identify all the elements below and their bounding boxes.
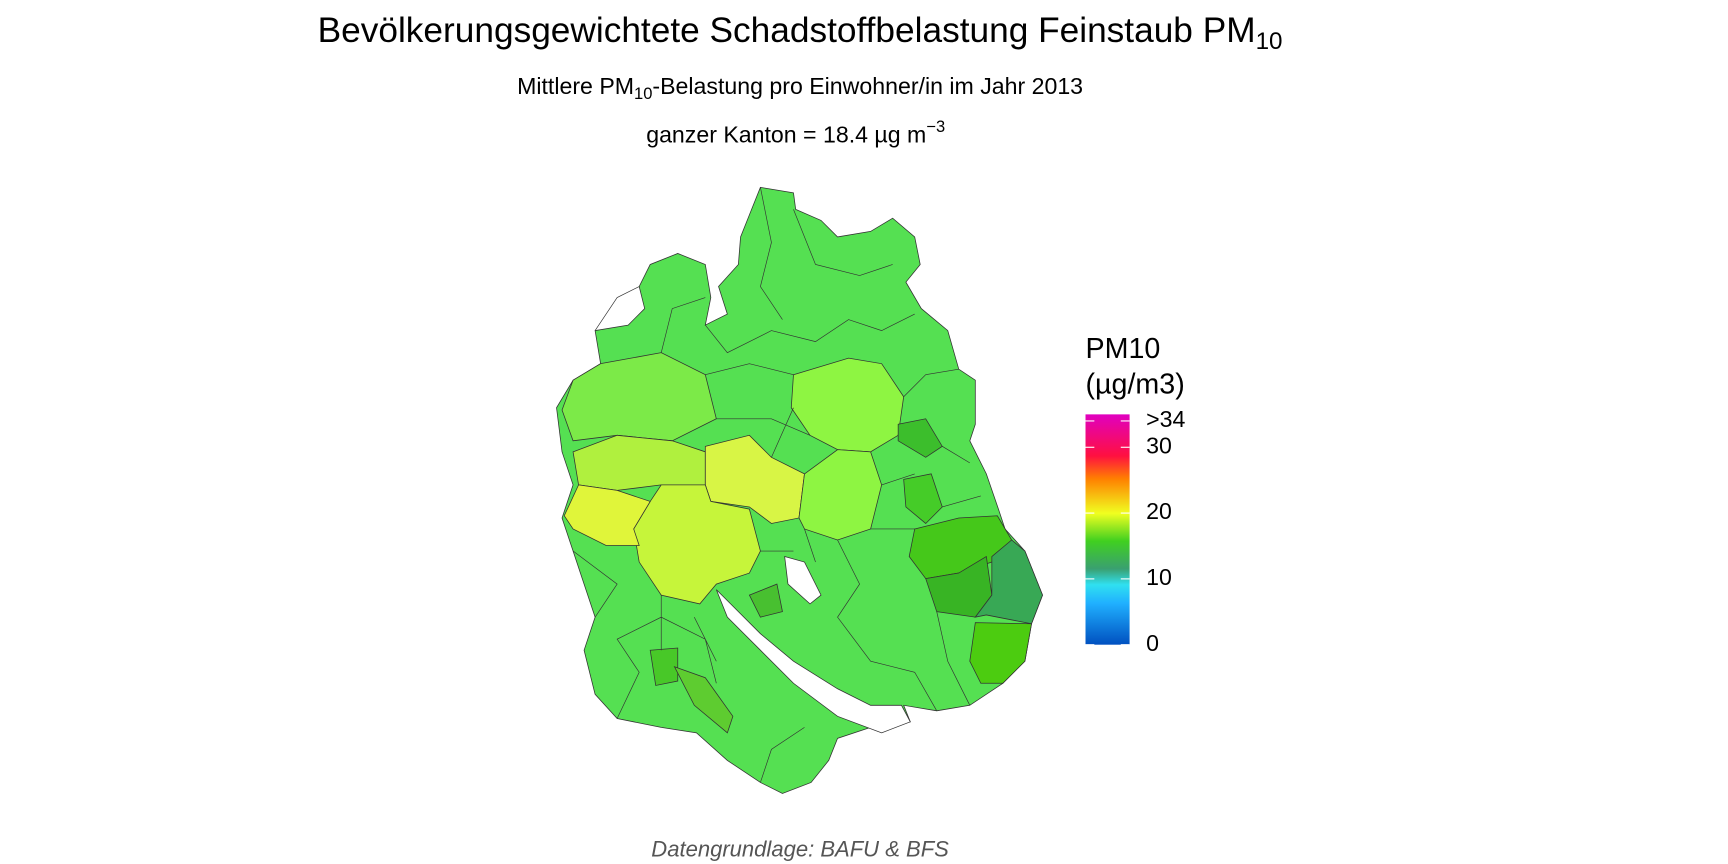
title-text: Bevölkerungsgewichtete Schadstoffbelastu…: [318, 11, 1256, 50]
legend-title: (µg/m3): [1086, 368, 1185, 400]
title-subscript: 10: [1256, 28, 1283, 55]
legend-title: PM10: [1086, 333, 1161, 365]
colorbar-tick-label: 10: [1146, 564, 1172, 590]
colorbar-tick-label: >34: [1146, 406, 1185, 432]
municipality: [903, 473, 943, 524]
canton-map: [556, 186, 1043, 794]
subtitle-text: Mittlere PM: [517, 73, 634, 99]
colorbar-tick-label: 30: [1146, 432, 1172, 458]
subtitle-subscript: 10: [634, 84, 652, 103]
colorbar: [1085, 414, 1130, 645]
legend: PM10(µg/m3) 0 10 20 30>34: [1085, 333, 1185, 656]
subtitle: Mittlere PM10-Belastung pro Einwohner/in…: [517, 73, 1083, 103]
municipality: [649, 647, 679, 686]
municipality: [563, 484, 651, 546]
title: Bevölkerungsgewichtete Schadstoffbelastu…: [318, 11, 1283, 55]
municipality: [748, 583, 783, 618]
note-superscript: −3: [926, 117, 945, 136]
caption: Datengrundlage: BAFU & BFS: [651, 837, 949, 862]
lake: [715, 589, 911, 734]
municipality: [790, 357, 905, 453]
municipality: [897, 418, 943, 458]
colorbar-tick-label: 0: [1146, 630, 1159, 656]
subtitle-text: -Belastung pro Einwohner/in im Jahr 2013: [652, 73, 1083, 99]
lake: [784, 556, 822, 605]
colorbar-tick-label: 20: [1146, 498, 1172, 524]
note: ganzer Kanton = 18.4 µg m−3: [646, 117, 945, 148]
municipality-border: [572, 187, 981, 783]
municipality: [673, 666, 734, 734]
note-text: ganzer Kanton = 18.4 µg m: [646, 122, 926, 148]
municipality: [969, 622, 1032, 684]
